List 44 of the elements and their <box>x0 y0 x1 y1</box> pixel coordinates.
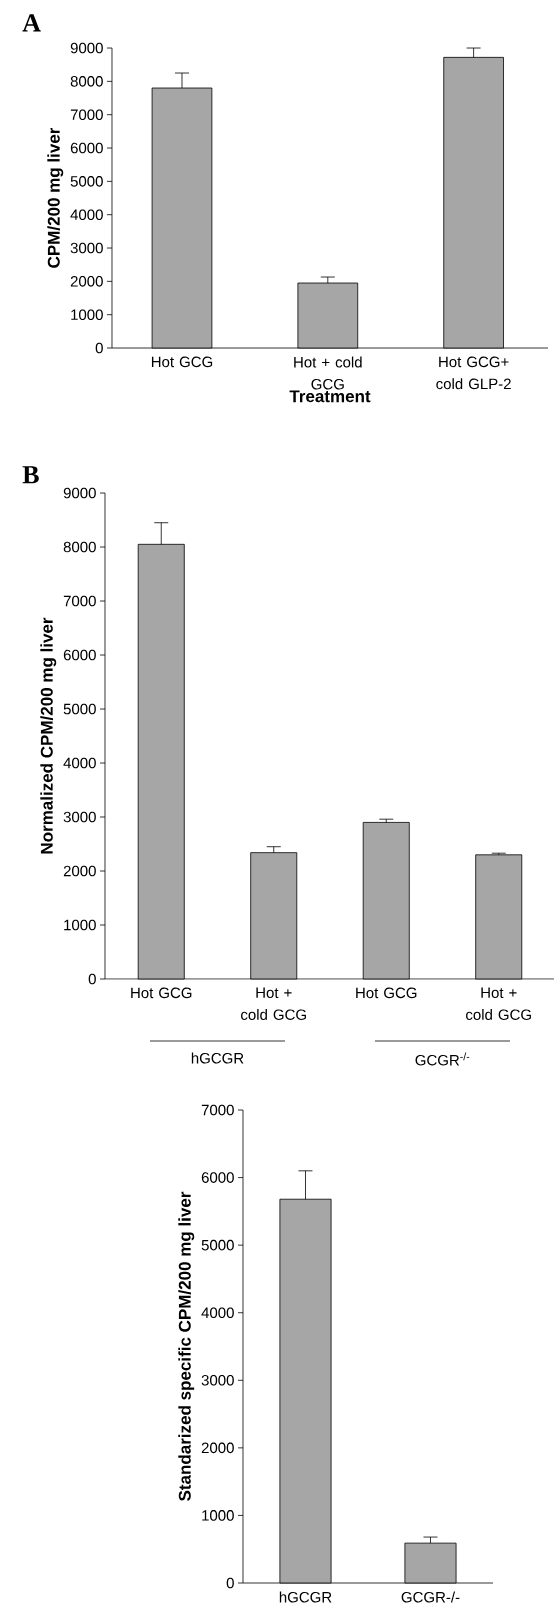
y-tick-label: 8000 <box>70 76 103 87</box>
y-tick-label: 0 <box>88 973 96 985</box>
chart-title: B <box>22 466 39 484</box>
y-tick-label: 2000 <box>201 1442 234 1454</box>
y-tick-label: 4000 <box>70 209 103 220</box>
x-tick-label: Hot GCG <box>356 987 417 999</box>
x-tick-label: Hot GCG <box>131 987 192 999</box>
text: GCGR$^{-/-}$ <box>415 1052 470 1066</box>
y-tick-label: 0 <box>226 1577 234 1589</box>
y-tick-label: 0 <box>95 342 103 354</box>
y-tick-label: 5000 <box>70 176 103 187</box>
y-tick-label: 7000 <box>63 595 96 607</box>
y-tick-label: 9000 <box>70 42 103 54</box>
y-tick-label: 8000 <box>63 541 96 553</box>
y-axis-title: Normalized CPM/200 mg liver <box>40 617 57 854</box>
y-axis-title: CPM/200 mg liver <box>47 127 64 268</box>
y-tick-label: 6000 <box>63 649 96 661</box>
y-tick-label: 1000 <box>64 919 96 931</box>
y-tick-label: 9000 <box>63 487 96 499</box>
y-tick-label: 3000 <box>70 242 103 254</box>
y-tick-label: 7000 <box>201 1104 234 1116</box>
y-tick-label: 2000 <box>70 276 103 287</box>
x-axis-title: Treatment <box>289 390 371 403</box>
y-tick-label: 6000 <box>70 142 103 154</box>
chart-title: A <box>22 14 41 32</box>
y-tick-label: 7000 <box>70 109 103 120</box>
y-tick-label: 3000 <box>63 811 96 823</box>
x-tick-label: Hot GCG <box>151 356 213 368</box>
y-tick-label: 6000 <box>201 1172 234 1183</box>
x-tick-label: Hot + cold GCG <box>294 356 362 390</box>
x-tick-label: GCGR-/- <box>401 1591 460 1603</box>
text: hGCGR <box>191 1052 244 1064</box>
y-tick-label: 5000 <box>201 1239 234 1251</box>
y-tick-label: 4000 <box>63 757 96 769</box>
x-tick-label: Hot + cold GCG <box>241 987 306 1020</box>
x-tick-label: Hot + cold GCG <box>466 987 531 1020</box>
y-tick-label: 5000 <box>63 703 96 715</box>
y-tick-label: 1000 <box>202 1510 234 1521</box>
y-axis-title: Standarized specific CPM/200 mg liver <box>178 1191 195 1501</box>
y-tick-label: 4000 <box>201 1307 234 1319</box>
x-tick-label: Hot GCG+ cold GLP-2 <box>436 356 511 390</box>
y-tick-label: 1000 <box>71 309 103 320</box>
y-tick-label: 3000 <box>201 1374 234 1386</box>
y-tick-label: 2000 <box>63 865 96 877</box>
